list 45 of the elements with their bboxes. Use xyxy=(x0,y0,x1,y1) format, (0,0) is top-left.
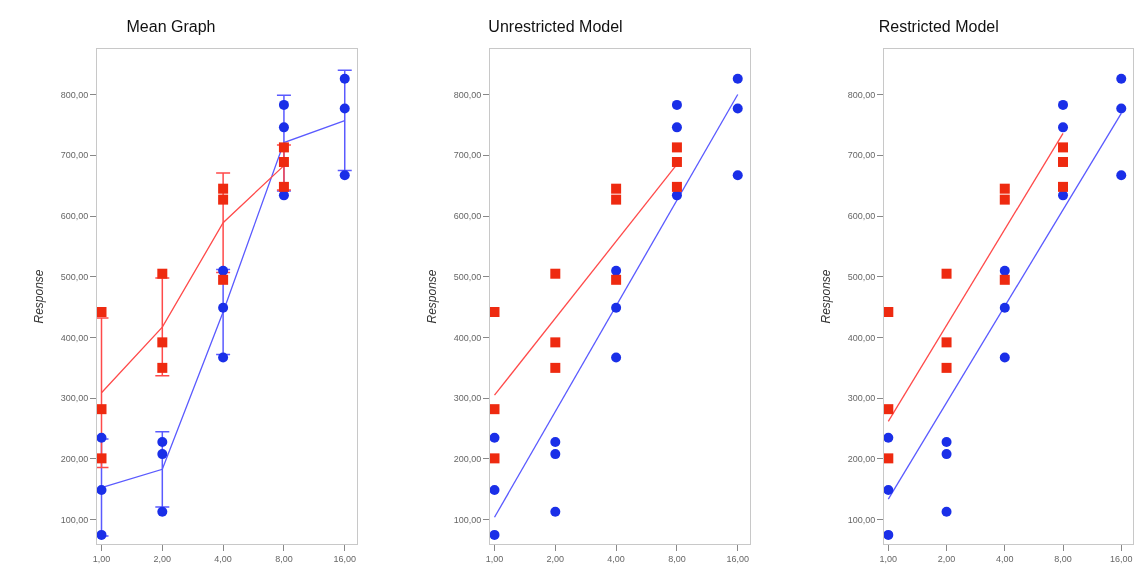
x-tick-label: 1,00 xyxy=(92,553,111,564)
x-tick-label: 8,00 xyxy=(668,553,686,564)
y-tick-label: 700,00 xyxy=(847,150,876,161)
x-tick-label: 8,00 xyxy=(1054,553,1072,564)
x-tick-label: 4,00 xyxy=(214,553,232,564)
chart-title: Mean Graph xyxy=(126,17,216,35)
y-tick-label: 500,00 xyxy=(847,271,876,282)
x-tick-label: 1,00 xyxy=(879,553,898,564)
y-tick-label: 500,00 xyxy=(60,271,89,282)
x-tick-label: 16,00 xyxy=(1109,553,1133,564)
x-tick-label: 2,00 xyxy=(937,553,956,564)
x-tick-label: 4,00 xyxy=(996,553,1014,564)
x-tick-label: 16,00 xyxy=(726,553,750,564)
x-tick-label: 16,00 xyxy=(333,553,357,564)
chart-title: Unrestricted Model xyxy=(488,17,623,35)
y-tick-label: 600,00 xyxy=(847,211,876,222)
x-tick-label: 2,00 xyxy=(546,553,565,564)
y-tick-label: 300,00 xyxy=(60,393,89,404)
y-tick-label: 200,00 xyxy=(847,454,876,465)
y-tick-label: 200,00 xyxy=(60,454,89,465)
y-tick-label: 600,00 xyxy=(453,211,482,222)
x-tick-label: 4,00 xyxy=(607,553,625,564)
y-tick-label: 300,00 xyxy=(847,393,876,404)
y-tick-label: 800,00 xyxy=(453,89,482,100)
y-tick-label: 400,00 xyxy=(60,332,89,343)
y-tick-label: 700,00 xyxy=(453,150,482,161)
y-tick-label: 100,00 xyxy=(60,514,89,525)
y-tick-label: 800,00 xyxy=(847,89,876,100)
x-tick-label: 2,00 xyxy=(153,553,172,564)
y-tick-label: 600,00 xyxy=(60,211,89,222)
y-tick-label: 100,00 xyxy=(453,514,482,525)
y-axis-title: Response xyxy=(818,269,833,324)
chart-title: Restricted Model xyxy=(878,17,999,35)
y-tick-label: 200,00 xyxy=(453,454,482,465)
y-tick-label: 400,00 xyxy=(847,332,876,343)
x-tick-label: 1,00 xyxy=(485,553,504,564)
y-tick-label: 800,00 xyxy=(60,89,89,100)
y-axis-title: Response xyxy=(31,269,46,324)
y-tick-label: 700,00 xyxy=(60,150,89,161)
y-tick-label: 100,00 xyxy=(847,514,876,525)
y-tick-label: 300,00 xyxy=(453,393,482,404)
y-tick-label: 500,00 xyxy=(453,271,482,282)
x-tick-label: 8,00 xyxy=(275,553,293,564)
y-axis-title: Response xyxy=(424,269,439,324)
y-tick-label: 400,00 xyxy=(453,332,482,343)
